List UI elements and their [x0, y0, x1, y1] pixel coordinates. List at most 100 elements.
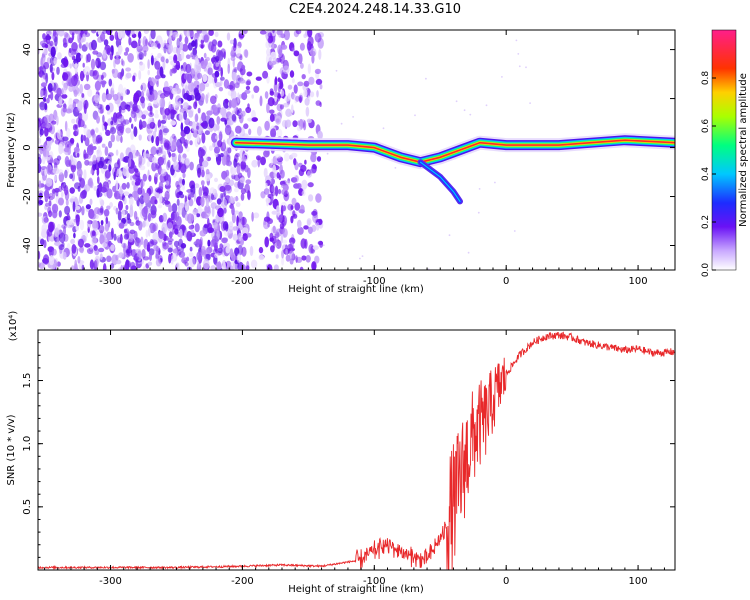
noise-blob: [168, 151, 172, 158]
noise-blob: [56, 66, 60, 75]
noise-blob: [217, 207, 224, 218]
noise-blob: [157, 119, 162, 129]
noise-blob: [237, 220, 244, 231]
noise-blob: [311, 224, 317, 232]
noise-blob: [307, 30, 313, 38]
noise-blob: [295, 255, 298, 263]
noise-blob: [56, 87, 62, 97]
noise-blob: [230, 165, 233, 174]
noise-blob: [75, 30, 81, 34]
noise-blob: [172, 248, 178, 254]
noise-blob: [151, 89, 158, 101]
noise-blob: [101, 242, 108, 248]
noise-blob: [201, 63, 207, 70]
noise-blob: [213, 146, 221, 154]
noise-blob: [117, 45, 123, 54]
noise-blob: [64, 169, 68, 179]
noise-blob: [94, 247, 100, 256]
noise-blob: [117, 160, 120, 165]
noise-blob: [102, 263, 107, 270]
noise-blob: [239, 66, 246, 76]
x-tick-label: -100: [363, 276, 386, 287]
noise-blob: [289, 237, 296, 245]
noise-blob: [71, 118, 76, 124]
x-tick-label: -300: [99, 576, 122, 587]
noise-blob: [303, 225, 309, 230]
noise-blob: [162, 128, 170, 134]
noise-blob: [83, 66, 91, 76]
noise-blob: [57, 52, 62, 60]
noise-blob: [200, 180, 205, 186]
noise-blob: [178, 162, 182, 171]
noise-blob: [112, 68, 119, 79]
noise-blob: [110, 244, 115, 252]
noise-blob: [285, 248, 288, 255]
noise-blob: [222, 260, 226, 270]
noise-blob: [187, 81, 194, 92]
noise-blob: [297, 81, 304, 87]
noise-blob: [303, 120, 307, 131]
noise-blob: [68, 85, 74, 92]
noise-blob: [141, 248, 146, 259]
noise-blob: [110, 120, 114, 126]
noise-blob: [155, 249, 160, 259]
noise-blob: [69, 173, 73, 179]
noise-blob: [242, 233, 248, 241]
noise-blob: [122, 87, 127, 96]
noise-blob: [247, 167, 251, 179]
noise-blob: [296, 125, 302, 132]
noise-blob: [245, 85, 250, 90]
noise-blob: [287, 203, 294, 211]
noise-blob: [207, 222, 213, 234]
noise-blob: [144, 153, 151, 158]
noise-blob: [311, 54, 315, 64]
noise-blob: [196, 125, 200, 130]
spectrogram-x-axis-label: Height of straight line (km): [288, 284, 424, 295]
noise-blob: [100, 220, 104, 226]
noise-blob: [83, 135, 86, 142]
noise-blob: [207, 74, 214, 84]
noise-blob: [283, 190, 290, 202]
noise-blob: [140, 180, 145, 188]
noise-blob: [305, 254, 311, 263]
noise-blob: [188, 252, 194, 258]
noise-blob: [221, 237, 228, 244]
noise-blob: [108, 140, 113, 149]
noise-blob: [280, 89, 285, 97]
noise-blob: [143, 192, 150, 204]
noise-blob: [241, 64, 246, 70]
noise-blob: [130, 110, 137, 119]
noise-blob: [319, 84, 323, 90]
noise-blob: [276, 172, 281, 179]
noise-blob: [45, 177, 53, 187]
noise-blob: [120, 101, 127, 111]
noise-blob: [205, 82, 210, 88]
noise-blob: [164, 172, 167, 181]
noise-blob: [272, 164, 277, 173]
noise-blob: [147, 212, 151, 222]
noise-blob: [207, 209, 211, 214]
noise-blob: [87, 161, 94, 166]
noise-blob: [90, 58, 96, 70]
noise-blob: [150, 210, 157, 219]
noise-blob: [57, 223, 61, 231]
signal-track: [228, 133, 675, 205]
noise-blob: [318, 49, 322, 60]
noise-blob: [56, 115, 59, 126]
noise-blob: [250, 259, 258, 269]
noise-blob: [51, 248, 57, 256]
noise-blob: [195, 238, 201, 246]
noise-blob: [251, 211, 254, 222]
noise-blob: [469, 113, 472, 116]
noise-blob: [299, 42, 305, 51]
noise-blob: [138, 70, 142, 80]
noise-blob: [310, 151, 316, 161]
noise-blob: [228, 179, 235, 187]
snr-y-axis-label: SNR (10 * v/v): [6, 414, 17, 485]
noise-blob: [82, 62, 85, 68]
noise-blob: [136, 238, 142, 248]
noise-blob: [183, 73, 190, 80]
noise-blob: [64, 156, 70, 166]
noise-blob: [62, 37, 67, 45]
noise-blob: [253, 212, 260, 219]
